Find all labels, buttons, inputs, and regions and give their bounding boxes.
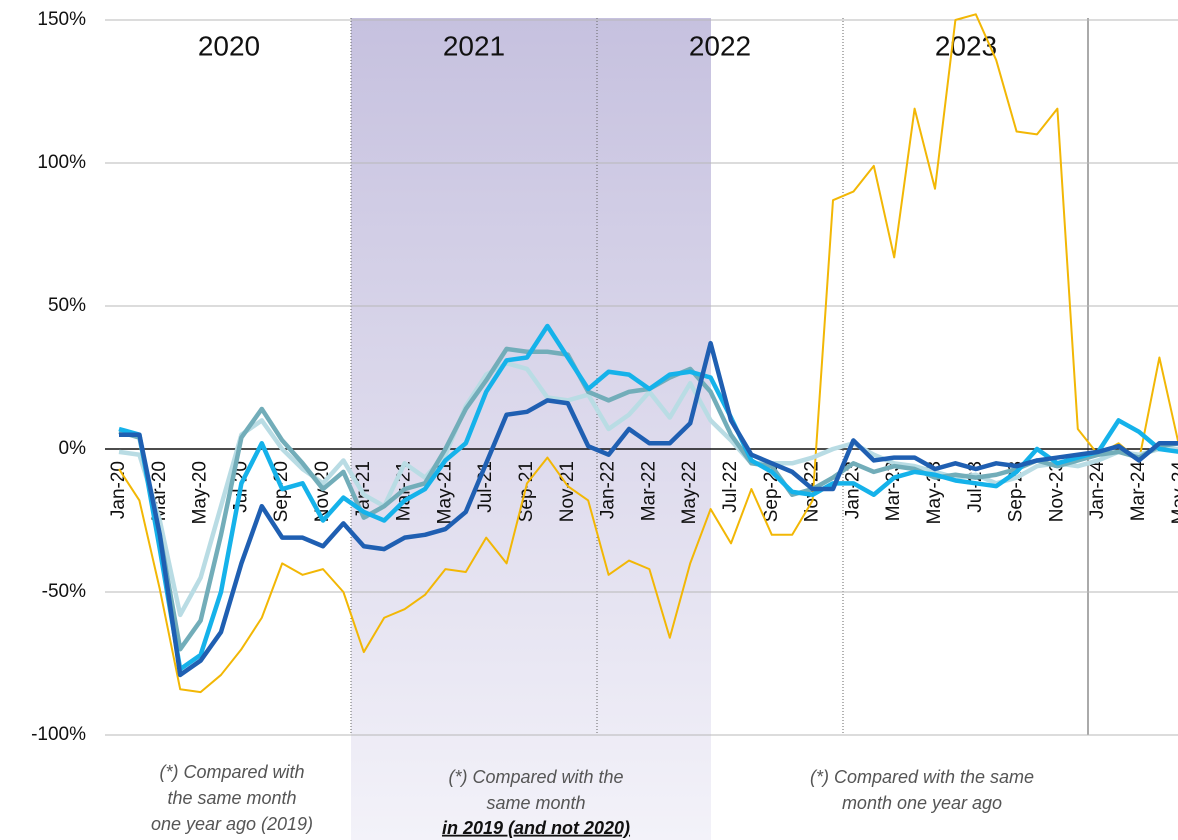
x-tick-label: May-24 (1169, 461, 1178, 525)
x-tick-label: Jan-22 (598, 461, 619, 519)
year-label: 2023 (935, 30, 997, 61)
x-tick-label: Jan-23 (842, 461, 863, 519)
y-tick-label: -50% (42, 581, 86, 602)
series-line (119, 340, 1178, 678)
note: same month (486, 793, 585, 813)
x-tick-label: May-22 (679, 461, 700, 524)
x-tick-label: Mar-24 (1128, 461, 1149, 522)
x-tick-label: Jan-24 (1087, 461, 1108, 520)
note: (*) Compared with the same (810, 767, 1034, 787)
x-tick-label: Nov-22 (802, 461, 823, 522)
note: one year ago (2019) (151, 814, 313, 834)
year-label: 2021 (443, 30, 505, 61)
note: the same month (167, 788, 296, 808)
note: (*) Compared with (159, 762, 304, 782)
x-tick-label: Nov-23 (1046, 461, 1067, 522)
note: month one year ago (842, 793, 1002, 813)
series-line (118, 13, 1178, 694)
x-tick-label: May-21 (434, 461, 455, 524)
x-tick-label: Nov-21 (557, 461, 578, 522)
series-line (118, 323, 1178, 672)
x-tick-label: Jul-22 (720, 461, 741, 513)
note-emphasis: in 2019 (and not 2020) (442, 818, 630, 838)
y-tick-label: 0% (59, 438, 87, 459)
x-tick-label: Mar-22 (638, 461, 659, 521)
shaded-period (351, 18, 711, 840)
x-tick-label: May-20 (190, 461, 211, 524)
note: (*) Compared with the (448, 767, 623, 787)
y-tick-label: 100% (37, 152, 86, 173)
year-label: 2022 (689, 30, 751, 61)
y-tick-label: -100% (31, 724, 86, 745)
y-tick-label: 50% (48, 295, 86, 316)
y-tick-label: 150% (37, 9, 86, 30)
plot: 150%100%50%0%-50%-100%Jan-20 Mar-20 May-20… (31, 9, 1178, 745)
year-label: 2020 (198, 30, 260, 61)
